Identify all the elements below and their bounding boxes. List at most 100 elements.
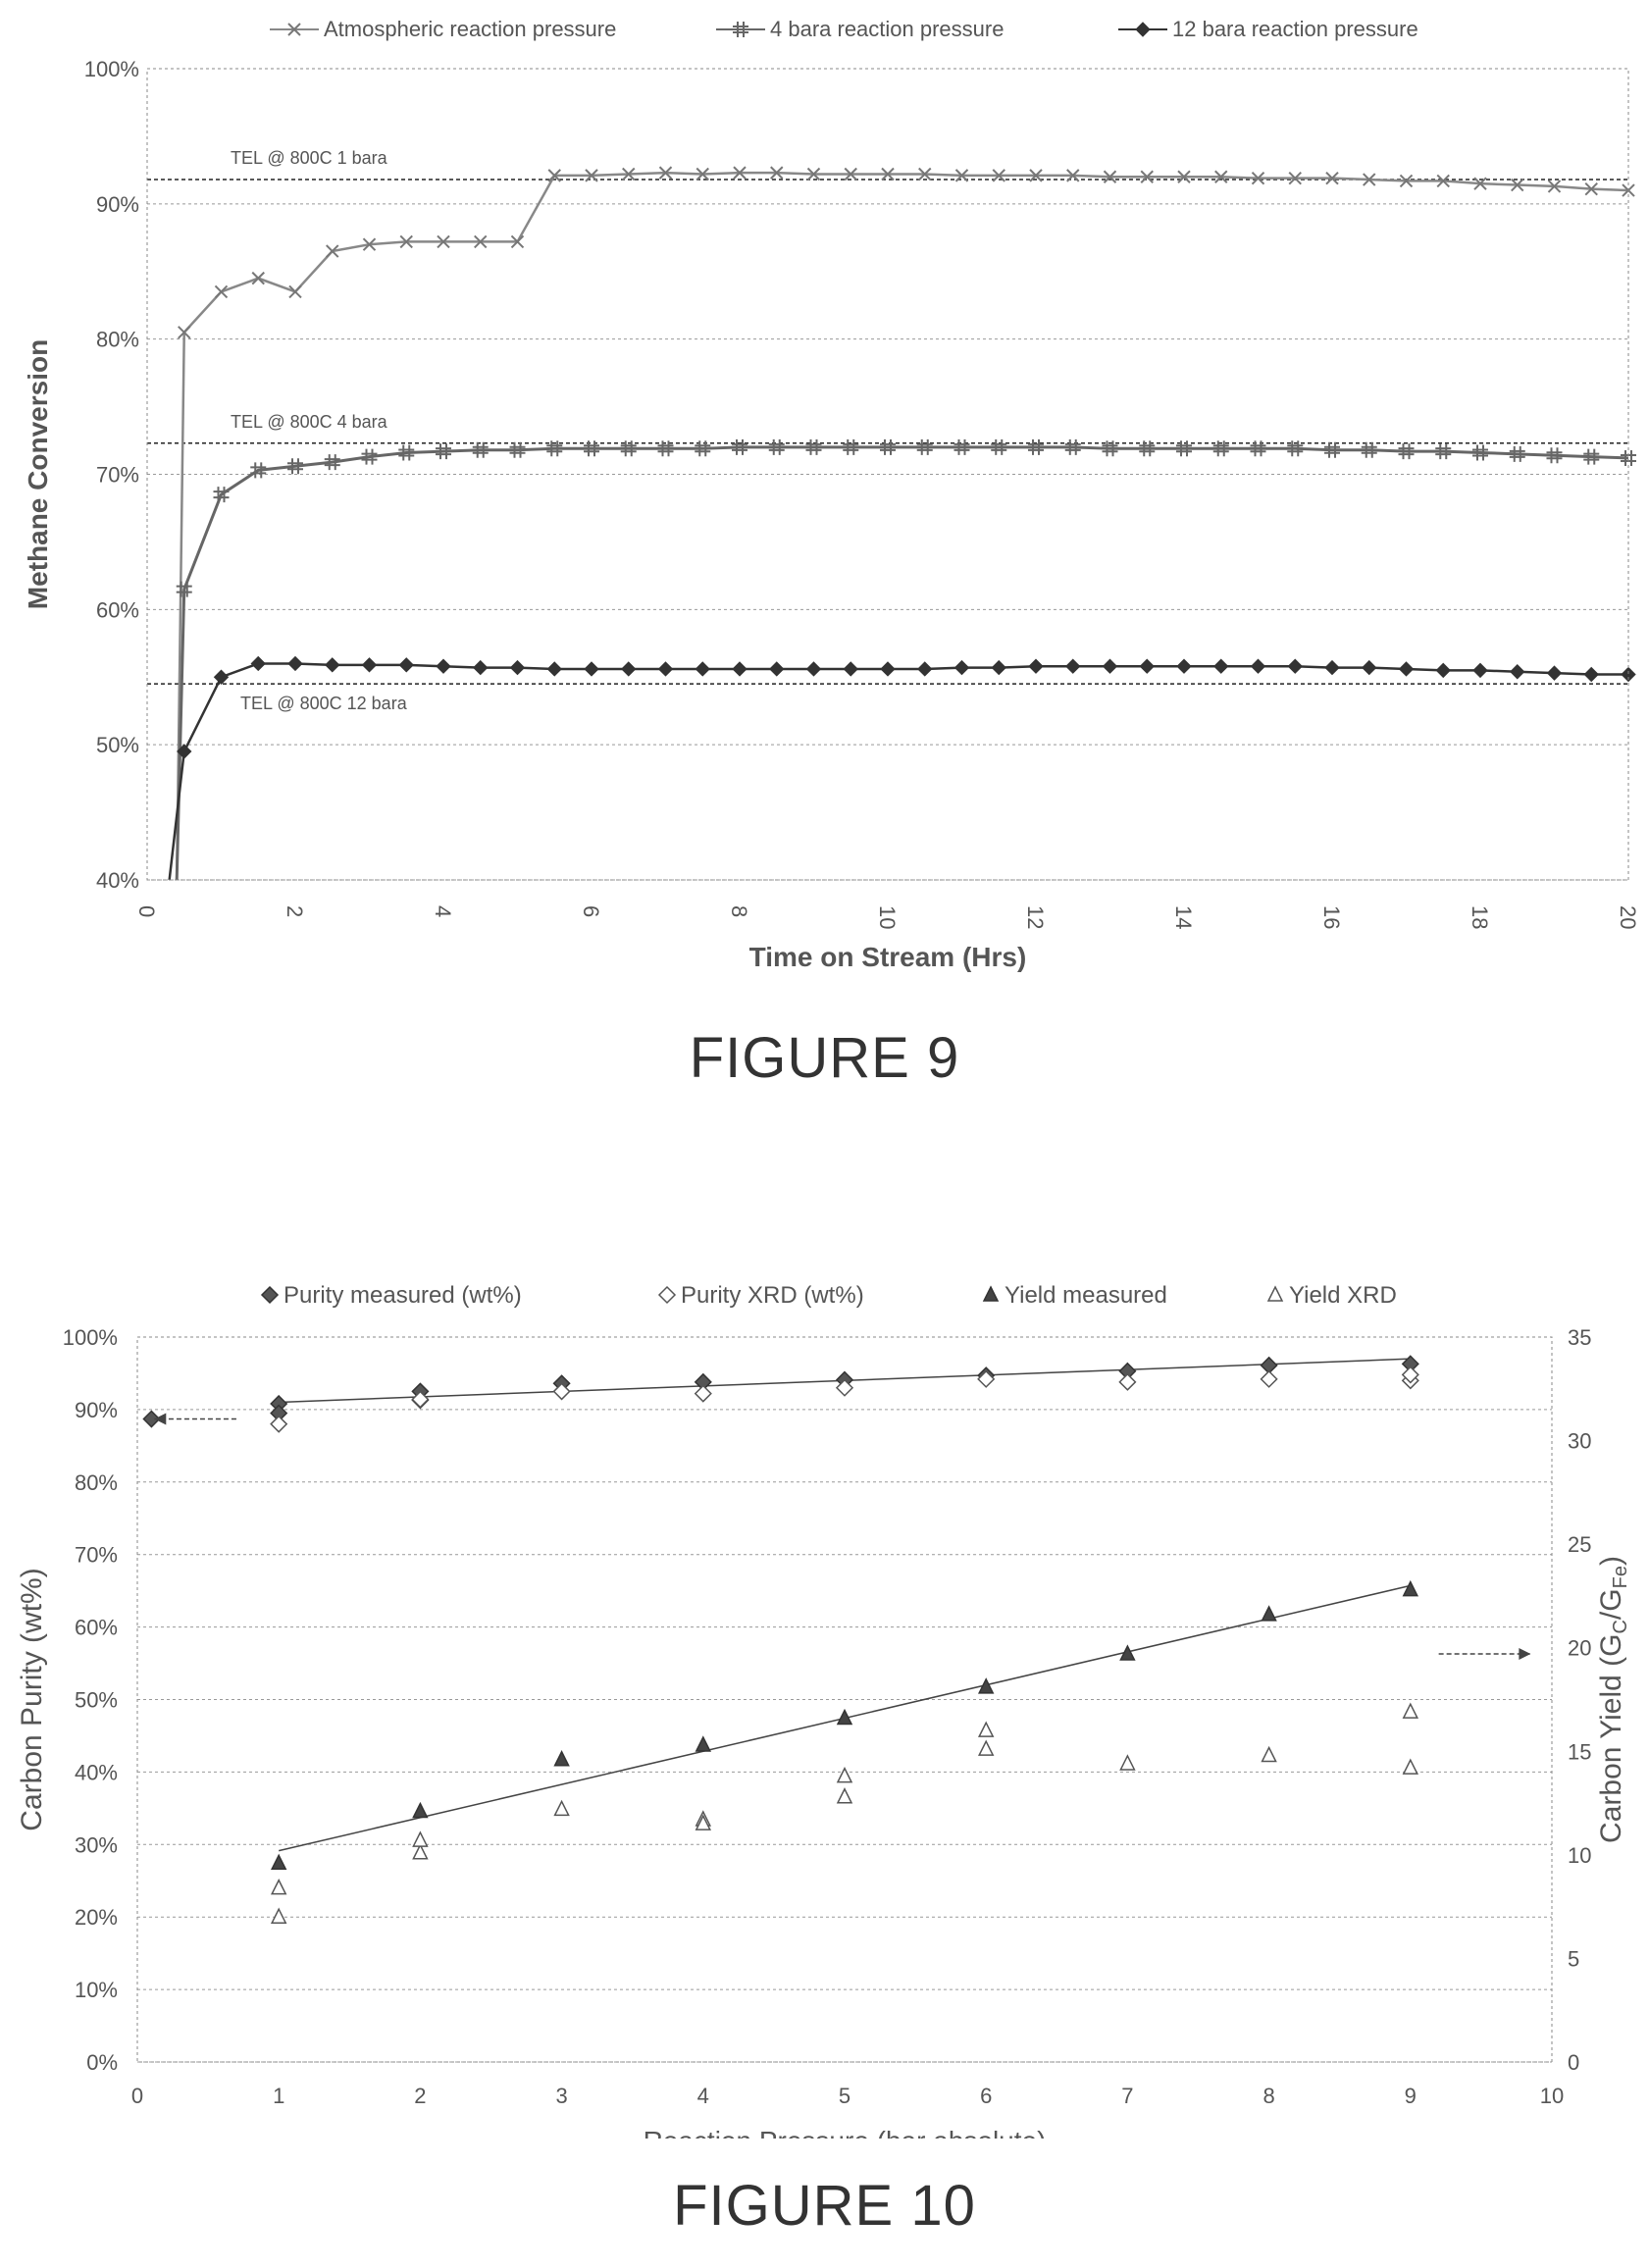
y2-tick-label: 25 [1568, 1532, 1591, 1557]
y2-axis-label: Carbon Yield (GC/GFe) [1595, 1556, 1631, 1843]
data-point [1511, 178, 1524, 192]
y-tick-label: 100% [84, 57, 139, 81]
reference-lines: TEL @ 800C 1 bara TEL @ 800C 4 bara TEL @ … [147, 148, 1628, 713]
data-point [287, 458, 303, 475]
data-point [977, 1721, 995, 1737]
data-point [287, 655, 303, 672]
legend-marker [1266, 1285, 1284, 1302]
y-gridlines [147, 68, 1628, 881]
x-tick-label: 8 [727, 905, 751, 917]
data-point [324, 454, 340, 471]
data-point [1213, 658, 1229, 674]
y-tick-label: 40% [96, 868, 139, 893]
data-point [398, 657, 414, 673]
data-point [326, 244, 339, 258]
data-point [1250, 658, 1266, 674]
y-tick-label: 100% [63, 1325, 118, 1350]
figure-10-caption: FIGURE 10 [673, 2174, 976, 2238]
data-point [1119, 1644, 1136, 1661]
x-tick-label: 12 [1023, 905, 1048, 929]
data-point [177, 744, 192, 759]
data-point [835, 1378, 854, 1397]
x-tick-label: 20 [1616, 905, 1640, 929]
x-tick-label: 8 [1263, 2084, 1274, 2108]
legend-entry: Yield XRD [1266, 1282, 1397, 1309]
data-point [916, 438, 933, 455]
y-tick-label: 70% [96, 463, 139, 488]
x-tick-label: 18 [1468, 905, 1492, 929]
legend-entry: Atmospheric reaction pressure [270, 17, 616, 41]
data-point [880, 438, 896, 455]
data-point [1546, 665, 1563, 681]
data-point [1361, 441, 1377, 458]
data-point [178, 326, 191, 339]
x-tick-label: 10 [1540, 2084, 1564, 2108]
data-point [270, 1415, 288, 1433]
legend-marker [982, 1285, 1000, 1302]
x-tick-label: 5 [839, 2084, 850, 2108]
data-point [1261, 1605, 1277, 1622]
y-tick-label: 80% [75, 1470, 118, 1495]
y-tick-label: 60% [75, 1616, 118, 1640]
data-point [805, 661, 822, 677]
data-point [622, 167, 636, 181]
data-series [168, 166, 1636, 881]
legend-label: Yield XRD [1289, 1282, 1397, 1309]
y-tick-labels: 40% 50% 60% 70% 80% 90% 100% [84, 57, 139, 893]
data-point [1402, 1702, 1419, 1719]
series-0 [175, 166, 1635, 881]
data-series [142, 1355, 1419, 1924]
data-point [412, 1830, 429, 1847]
y-tick-label: 80% [96, 328, 139, 352]
y-tick-label: 60% [96, 597, 139, 622]
x-tick-label: 0 [131, 2084, 143, 2108]
data-point [1176, 440, 1192, 457]
data-point [1472, 662, 1488, 679]
data-point [552, 1382, 571, 1401]
series-0 [142, 1355, 1419, 1428]
data-point [584, 440, 599, 457]
data-point [991, 659, 1006, 676]
data-point [1139, 440, 1156, 457]
x-tick-label: 0 [134, 905, 159, 917]
data-point [472, 441, 489, 458]
data-point [1583, 666, 1599, 683]
data-point [214, 284, 229, 299]
data-point [1140, 170, 1154, 183]
data-point [1212, 440, 1229, 457]
legend-marker [260, 1285, 280, 1305]
data-point [695, 661, 710, 677]
x-tick-label: 2 [414, 2084, 426, 2108]
reference-line-label: TEL @ 800C 1 bara [231, 148, 388, 168]
data-point [1103, 170, 1117, 183]
legend-entry: 12 bara reaction pressure [1118, 17, 1418, 41]
figure-9-caption: FIGURE 9 [689, 1026, 960, 1090]
y-tick-label: 50% [96, 733, 139, 757]
y-tick-label: 10% [75, 1978, 118, 2002]
reference-line-label: TEL @ 800C 12 bara [240, 694, 408, 713]
legend-entry: 4 bara reaction pressure [716, 17, 1004, 41]
data-point [768, 438, 785, 455]
data-point [553, 1799, 570, 1817]
y-tick-label: 90% [75, 1398, 118, 1422]
data-point [1621, 666, 1636, 683]
y2-tick-label: 20 [1568, 1636, 1591, 1661]
data-point [213, 669, 230, 685]
data-point [1028, 438, 1044, 455]
data-point [270, 1853, 287, 1871]
data-point [1028, 658, 1044, 674]
legend-entry: Purity XRD (wt%) [657, 1282, 864, 1309]
data-point [1214, 170, 1228, 183]
reference-line-label: TEL @ 800C 4 bara [231, 412, 388, 432]
data-point [399, 234, 413, 249]
data-point [843, 438, 859, 455]
data-point [1472, 444, 1488, 461]
data-point [1583, 448, 1600, 465]
data-point [1119, 1754, 1136, 1771]
data-point [732, 438, 747, 455]
data-point [474, 234, 488, 249]
x-tick-label: 3 [555, 2084, 567, 2108]
data-point [1324, 441, 1340, 458]
data-point [954, 169, 969, 182]
data-point [1399, 174, 1414, 188]
